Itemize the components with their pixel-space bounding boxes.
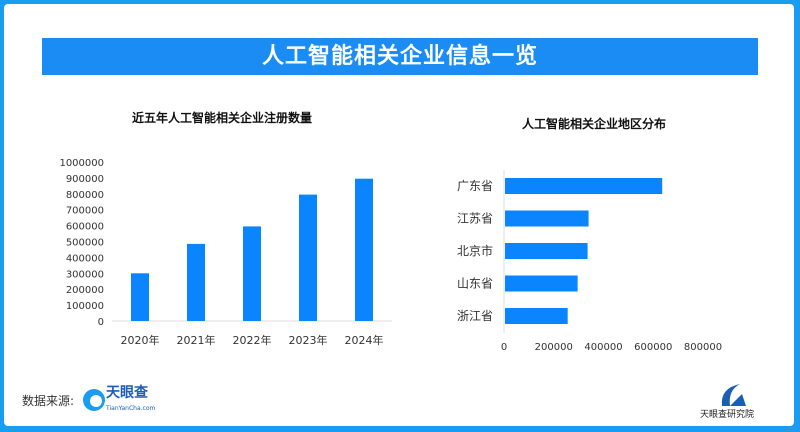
bar-2020年	[131, 273, 149, 321]
y-tick-label: 江苏省	[457, 212, 493, 226]
source-logo: 天眼查	[106, 385, 148, 401]
x-tick-label: 2024年	[345, 333, 384, 347]
y-tick-label: 浙江省	[457, 309, 493, 323]
bar-北京市	[505, 243, 588, 259]
y-tick-label: 山东省	[457, 277, 493, 291]
chart-title-right: 人工智能相关企业地区分布	[522, 117, 667, 131]
x-tick-label: 200000	[535, 342, 573, 353]
bar-广东省	[505, 178, 663, 194]
y-tick-label: 0	[98, 317, 104, 328]
y-tick-label: 1000000	[59, 158, 104, 169]
bar-2022年	[243, 226, 261, 321]
chart-title-left: 近五年人工智能相关企业注册数量	[132, 111, 313, 125]
y-tick-label: 200000	[66, 285, 104, 296]
tianyancha-logo-icon	[83, 389, 105, 411]
y-tick-label: 900000	[66, 174, 104, 185]
bar-浙江省	[505, 308, 568, 324]
page-title: 人工智能相关企业信息一览	[42, 38, 758, 75]
x-tick-label: 800000	[684, 342, 722, 353]
x-tick-label: 2021年	[177, 333, 216, 347]
y-tick-label: 广东省	[457, 179, 493, 193]
source-label: 数据来源:	[22, 394, 75, 408]
x-tick-label: 0	[501, 342, 507, 353]
bar-2023年	[299, 194, 317, 321]
y-tick-label: 500000	[66, 238, 104, 249]
y-tick-label: 400000	[66, 253, 104, 264]
bar-江苏省	[505, 210, 589, 227]
bar-2021年	[187, 243, 205, 321]
x-tick-label: 2023年	[289, 333, 328, 347]
institute-name: 天眼查研究院	[700, 410, 755, 420]
bar-山东省	[505, 275, 578, 292]
y-tick-label: 北京市	[457, 243, 493, 258]
bar-2024年	[355, 178, 373, 321]
y-tick-label: 800000	[66, 190, 104, 201]
y-tick-label: 600000	[66, 222, 104, 233]
x-tick-label: 2020年	[121, 333, 160, 347]
x-tick-label: 600000	[634, 342, 672, 353]
y-tick-label: 700000	[66, 206, 104, 217]
source-logo-sub: TianYanCha.com	[106, 405, 156, 412]
institute-logo-icon	[721, 384, 746, 406]
x-tick-label: 2022年	[233, 333, 272, 347]
y-tick-label: 100000	[66, 301, 104, 312]
y-tick-label: 300000	[66, 269, 104, 280]
x-tick-label: 400000	[584, 342, 622, 353]
